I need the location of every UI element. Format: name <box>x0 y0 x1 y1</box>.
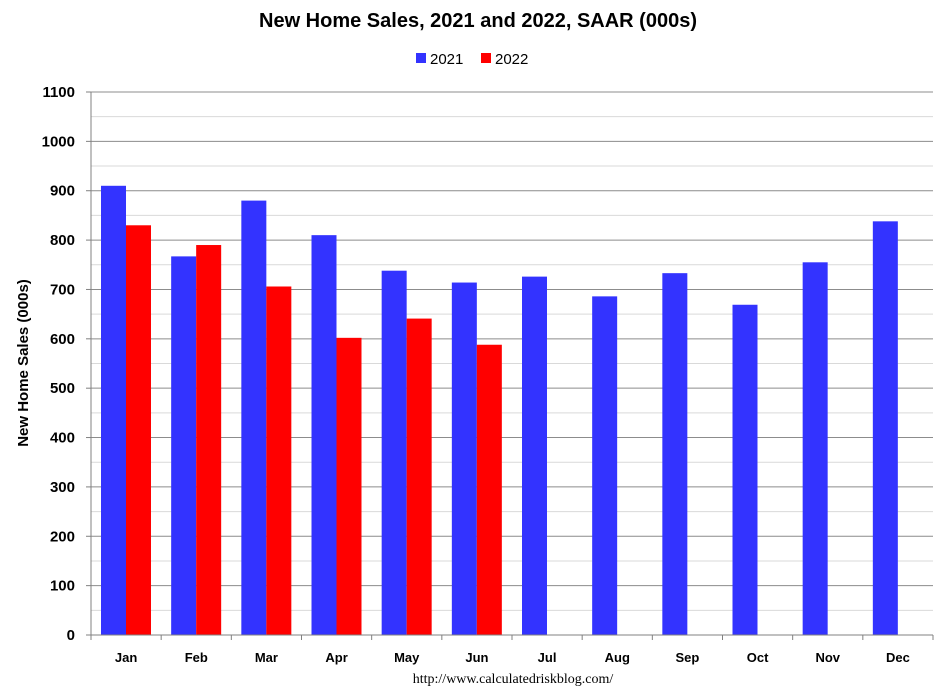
legend: 2021 2022 <box>416 51 528 68</box>
bar-2021-apr <box>311 235 337 635</box>
x-tick-label-may: May <box>394 650 420 665</box>
legend-swatch-2022 <box>481 53 491 63</box>
bar-2022-jun <box>476 344 502 635</box>
y-tick-label: 500 <box>50 380 75 397</box>
bar-2021-jan <box>101 185 126 636</box>
x-tick-label-jan: Jan <box>115 650 137 665</box>
x-tick-labels: Jan Feb Mar Apr May Jun Jul Aug Sep Oct Nov Dec <box>115 650 910 665</box>
y-tick-label: 600 <box>50 331 75 348</box>
bar-2021-sep <box>662 273 688 635</box>
y-axis-label: New Home Sales (000s) <box>15 279 32 447</box>
bar-2021-jun <box>451 282 477 635</box>
x-tick-label-oct: Oct <box>747 650 769 665</box>
y-tick-label: 1000 <box>42 133 75 150</box>
y-tick-label: 400 <box>50 430 75 447</box>
y-tick-label: 300 <box>50 479 75 496</box>
bar-2021-mar <box>241 200 267 635</box>
x-tick-label-mar: Mar <box>255 650 278 665</box>
y-tick-labels: 0 100 200 300 400 500 600 700 800 900 1000 1100 <box>42 84 75 644</box>
y-tick-label: 800 <box>50 232 75 249</box>
bar-2021-nov <box>802 262 828 635</box>
bars <box>101 185 898 636</box>
bar-2022-apr <box>336 337 362 635</box>
bar-2021-feb <box>171 256 197 635</box>
y-tick-label: 0 <box>67 627 75 644</box>
y-tick-label: 700 <box>50 281 75 298</box>
legend-label-2022: 2022 <box>495 51 528 68</box>
x-tick-label-apr: Apr <box>325 650 347 665</box>
x-tick-label-jun: Jun <box>465 650 488 665</box>
x-tick-label-nov: Nov <box>815 650 840 665</box>
legend-swatch-2021 <box>416 53 426 63</box>
source-url: http://www.calculatedriskblog.com/ <box>413 672 614 687</box>
bar-2022-jan <box>126 225 151 636</box>
y-tick-label: 200 <box>50 528 75 545</box>
bar-2022-may <box>406 318 432 635</box>
gridlines <box>91 91 933 611</box>
bar-2022-mar <box>266 286 292 635</box>
x-tick-label-aug: Aug <box>605 650 630 665</box>
y-tick-label: 900 <box>50 183 75 200</box>
axes <box>86 91 934 640</box>
bar-2021-aug <box>592 296 618 635</box>
bar-2021-jul <box>522 276 547 635</box>
chart-title: New Home Sales, 2021 and 2022, SAAR (000… <box>259 10 697 32</box>
bar-2021-dec <box>872 221 898 635</box>
legend-label-2021: 2021 <box>430 51 463 68</box>
bar-2021-oct <box>732 304 758 635</box>
y-tick-label: 100 <box>50 578 75 595</box>
y-tick-label: 1100 <box>42 84 75 101</box>
x-tick-label-sep: Sep <box>675 650 699 665</box>
bar-2021-may <box>381 270 407 635</box>
x-tick-label-jul: Jul <box>538 650 557 665</box>
x-tick-label-feb: Feb <box>185 650 208 665</box>
x-tick-label-dec: Dec <box>886 650 910 665</box>
bar-2022-feb <box>196 245 222 635</box>
